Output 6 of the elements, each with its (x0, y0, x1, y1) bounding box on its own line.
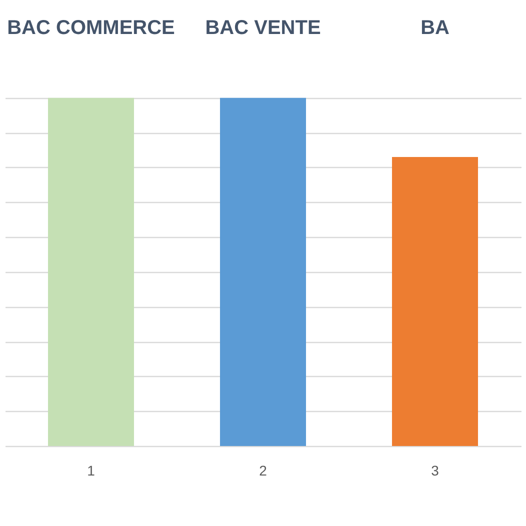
text: BAC VENTE (205, 17, 321, 39)
x-tick-label: 1 (87, 462, 96, 478)
x-tick-label: 3 (431, 462, 440, 478)
x-tick-label: 2 (259, 462, 268, 478)
text: BA (420, 17, 450, 39)
text: BAC COMMERCE (7, 17, 175, 39)
